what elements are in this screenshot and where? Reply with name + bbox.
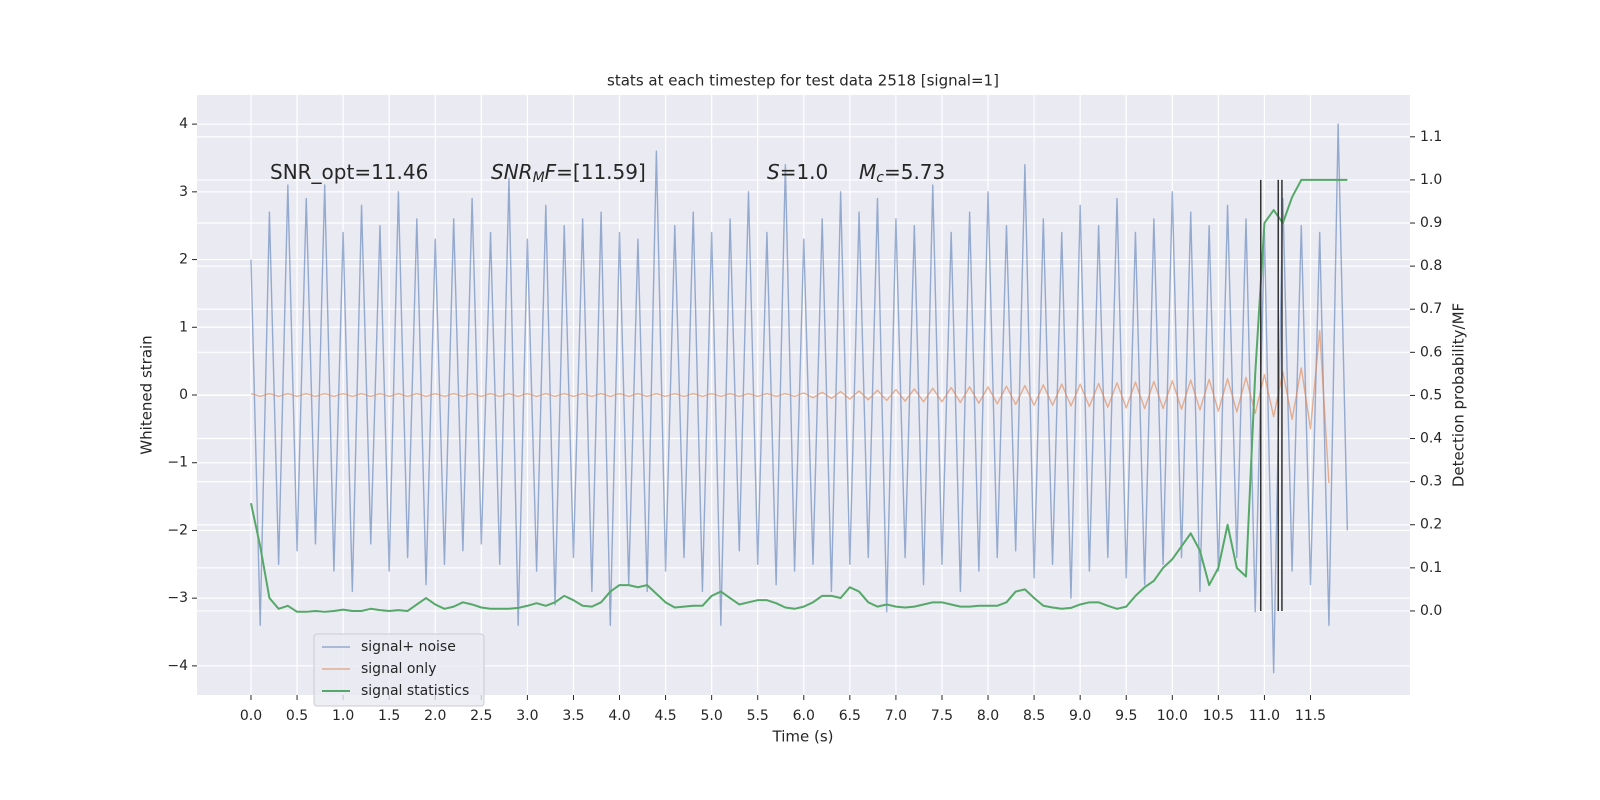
legend-box bbox=[313, 633, 485, 707]
y-tick-label: −2 bbox=[167, 522, 188, 538]
x-tick-label: 1.0 bbox=[332, 708, 354, 724]
annotation-part: M bbox=[533, 170, 545, 186]
y-tick-label: −3 bbox=[167, 590, 188, 606]
y2-tick-label: 0.3 bbox=[1420, 474, 1442, 490]
x-tick-label: 6.5 bbox=[839, 708, 861, 724]
legend-label: signal+ noise bbox=[361, 639, 456, 655]
annotation-part: =1.0 bbox=[780, 160, 829, 184]
x-tick-label: 3.5 bbox=[562, 708, 584, 724]
legend-label: signal only bbox=[361, 661, 436, 677]
x-tick-label: 1.5 bbox=[378, 708, 400, 724]
x-tick-label: 5.0 bbox=[701, 708, 723, 724]
y2-tick-label: 0.7 bbox=[1420, 301, 1442, 317]
y-tick-label: 4 bbox=[179, 116, 188, 132]
series-line bbox=[250, 123, 1349, 674]
y-tick-label: 3 bbox=[179, 184, 188, 200]
y2-tick-label: 0.6 bbox=[1420, 344, 1442, 360]
annotation-part: SNR bbox=[491, 160, 533, 184]
x-tick-label: 2.0 bbox=[424, 708, 446, 724]
x-tick-label: 2.5 bbox=[470, 708, 492, 724]
x-tick-label: 0.5 bbox=[286, 708, 308, 724]
y-axis-label: Whitened strain bbox=[138, 335, 156, 454]
x-tick-label: 5.5 bbox=[747, 708, 769, 724]
series-line bbox=[250, 178, 1348, 613]
y-tick-label: 1 bbox=[179, 319, 188, 335]
annotation-part: =[11.59] bbox=[556, 160, 646, 184]
chart-title: stats at each timestep for test data 251… bbox=[607, 72, 999, 90]
x-tick-label: 11.5 bbox=[1295, 708, 1326, 724]
y2-tick-label: 0.5 bbox=[1420, 387, 1442, 403]
x-tick-label: 9.0 bbox=[1069, 708, 1091, 724]
y2-tick-label: 0.8 bbox=[1420, 258, 1442, 274]
x-tick-label: 7.0 bbox=[885, 708, 907, 724]
legend-label: signal statistics bbox=[361, 683, 469, 699]
x-tick-label: 3.0 bbox=[516, 708, 538, 724]
annotation: Mc=5.73 bbox=[859, 160, 945, 187]
x-tick-label: 11.0 bbox=[1249, 708, 1280, 724]
annotation-part: F bbox=[545, 160, 557, 184]
y-tick-label: −4 bbox=[167, 658, 188, 674]
x-tick-label: 10.0 bbox=[1157, 708, 1188, 724]
annotation-part: =5.73 bbox=[884, 160, 945, 184]
y-tick-label: 0 bbox=[179, 387, 188, 403]
x-tick-label: 9.5 bbox=[1115, 708, 1137, 724]
series-line bbox=[250, 329, 1330, 484]
y2-tick-label: 0.1 bbox=[1420, 560, 1442, 576]
y2-tick-label: 1.0 bbox=[1420, 172, 1442, 188]
annotation: SNRMF=[11.59] bbox=[491, 160, 646, 187]
y2-tick-label: 1.1 bbox=[1420, 129, 1442, 145]
x-tick-label: 4.0 bbox=[608, 708, 630, 724]
y2-tick-label: 0.9 bbox=[1420, 215, 1442, 231]
x-tick-label: 6.0 bbox=[793, 708, 815, 724]
annotation-part: S bbox=[767, 160, 780, 184]
annotation-part: SNR_opt=11.46 bbox=[270, 160, 428, 184]
x-tick-label: 0.0 bbox=[240, 708, 262, 724]
y2-axis-label: Detection probability/MF bbox=[1450, 303, 1468, 487]
y2-tick-label: 0.2 bbox=[1420, 517, 1442, 533]
x-tick-label: 8.5 bbox=[1023, 708, 1045, 724]
y-tick-label: −1 bbox=[167, 455, 188, 471]
x-axis-label: Time (s) bbox=[772, 728, 834, 746]
annotation: S=1.0 bbox=[767, 160, 828, 184]
annotation-part: c bbox=[876, 170, 884, 186]
y2-tick-label: 0.4 bbox=[1420, 431, 1442, 447]
y-tick-label: 2 bbox=[179, 252, 188, 268]
x-tick-label: 4.5 bbox=[654, 708, 676, 724]
y2-tick-label: 0.0 bbox=[1420, 603, 1442, 619]
annotation: SNR_opt=11.46 bbox=[270, 160, 428, 184]
x-tick-label: 10.5 bbox=[1203, 708, 1234, 724]
x-tick-label: 8.0 bbox=[977, 708, 999, 724]
x-tick-label: 7.5 bbox=[931, 708, 953, 724]
annotation-part: M bbox=[859, 160, 876, 184]
